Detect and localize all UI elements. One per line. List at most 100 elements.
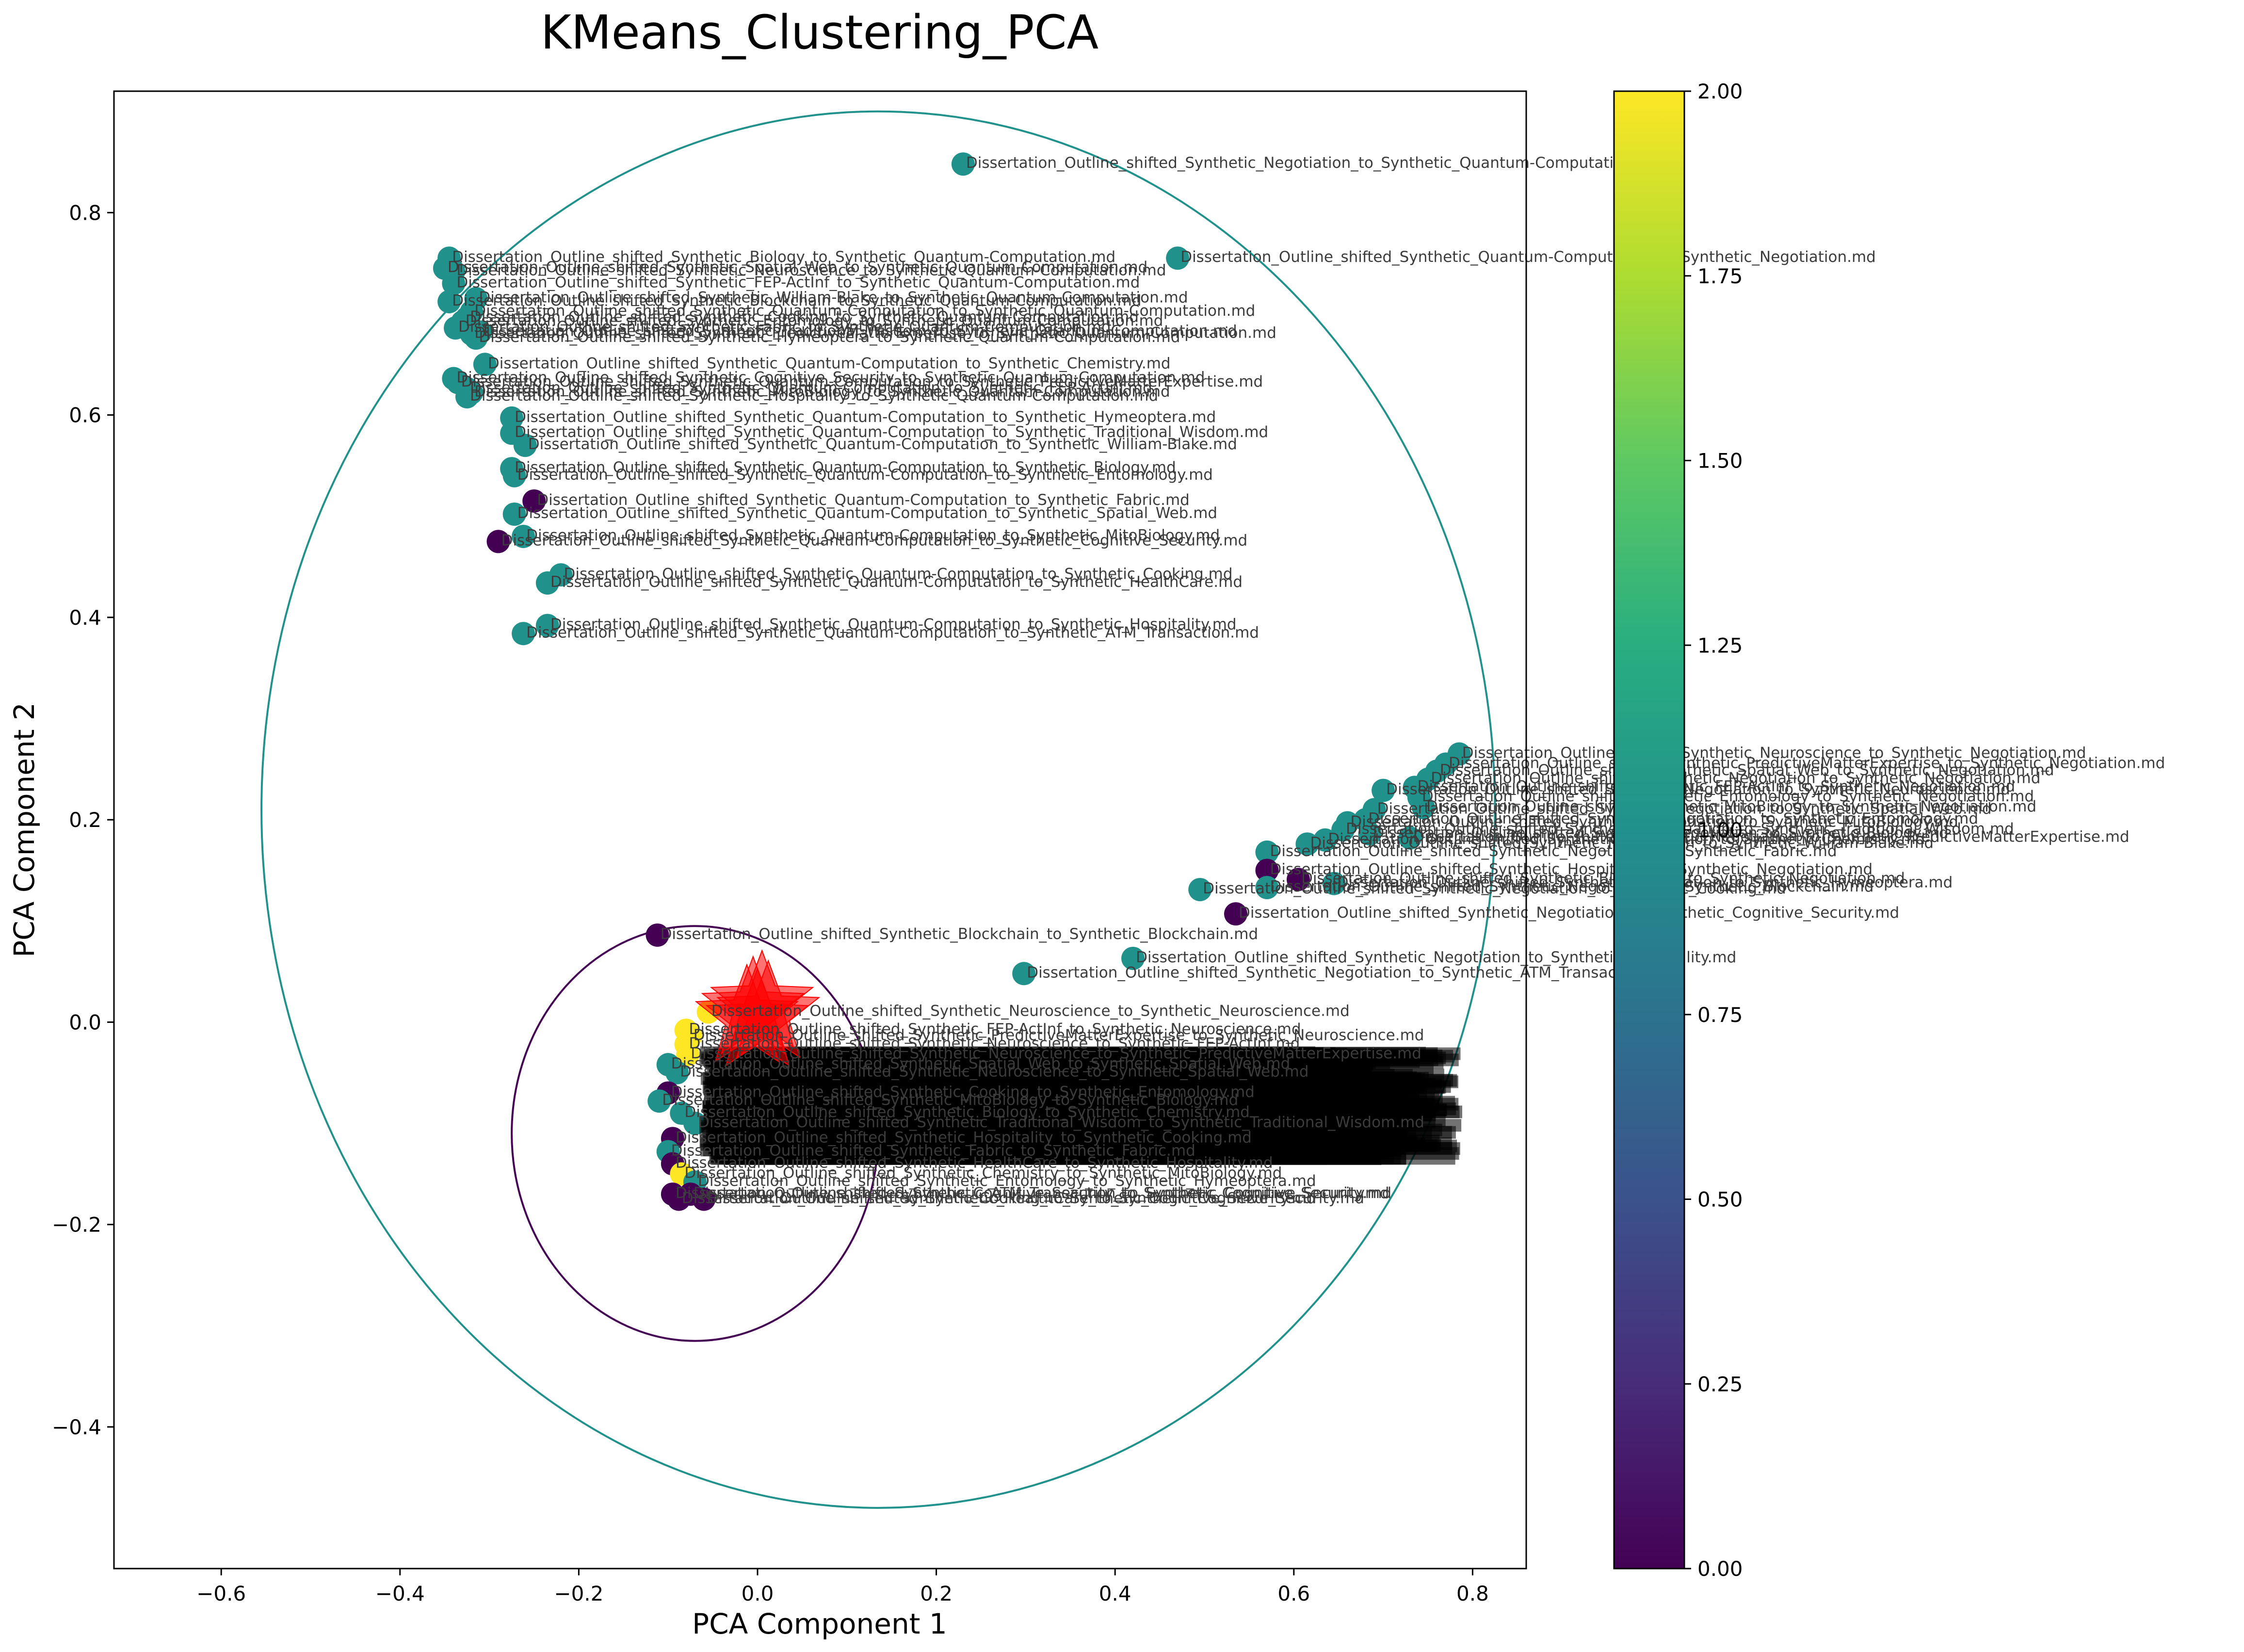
point-label: Dissertation_Outline_shifted_Synthetic_N… xyxy=(456,261,1166,279)
data-point xyxy=(1322,872,1346,895)
colorbar-tick-label: 1.50 xyxy=(1697,449,1743,473)
point-label: Dissertation_Outline_shifted_Synthetic_E… xyxy=(698,1172,1316,1190)
point-label: Dissertation_Outline_shifted_Synthetic_Q… xyxy=(474,302,1255,320)
point-label: Dissertation_Outline_shifted_Synthetic_Q… xyxy=(517,504,1217,522)
data-point xyxy=(646,923,669,947)
point-label: Dissertation_Outline_shifted_Synthetic_H… xyxy=(470,387,1158,405)
point-label: Dissertation_Outline_shifted_Synthetic_Q… xyxy=(488,355,1171,372)
colorbar-gradient xyxy=(1614,91,1684,1569)
colorbar-tick-label: 0.25 xyxy=(1697,1372,1743,1396)
chart-title: KMeans_Clustering_PCA xyxy=(541,5,1098,60)
data-point xyxy=(473,353,497,376)
data-point xyxy=(486,530,510,553)
dense-label-stroke xyxy=(722,1151,1394,1165)
point-label: Dissertation_Outline_shifted_Synthetic_H… xyxy=(676,1129,1252,1146)
y-tick-label: 0.0 xyxy=(69,1010,101,1034)
point-label: Dissertation_Outline_shifted_Synthetic_Q… xyxy=(564,565,1233,583)
point-label: Dissertation_Outline_shifted_Synthetic_B… xyxy=(452,292,1141,309)
y-tick-label: 0.2 xyxy=(69,808,101,832)
point-label: Dissertation_Outline_shifted_Synthetic_B… xyxy=(661,925,1259,943)
point-label: Dissertation_Outline_shifted_Synthetic_Q… xyxy=(461,373,1263,390)
point-label: Dissertation_Outline_shifted_Synthetic_A… xyxy=(694,1184,1391,1202)
colorbar-tick-label: 1.00 xyxy=(1697,818,1743,842)
point-label: Dissertation_Outline_shifted_Synthetic_B… xyxy=(452,248,1115,266)
data-point xyxy=(1295,832,1319,856)
point-label: Dissertation_Outline_shifted_Synthetic_N… xyxy=(1270,842,1837,860)
point-label: Dissertation_Outline_shifted_Synthetic_N… xyxy=(1203,880,1786,897)
point-label: Dissertation_Outline_shifted_Synthetic_Q… xyxy=(526,527,1220,544)
data-point xyxy=(647,1089,671,1113)
data-point xyxy=(692,1187,716,1211)
point-label: Dissertation_Outline_shifted_Synthetic_Q… xyxy=(515,408,1216,426)
x-tick-label: 0.2 xyxy=(920,1582,952,1605)
y-axis-label: PCA Component 2 xyxy=(8,702,41,957)
dense-label-stroke xyxy=(727,1083,1340,1096)
y-tick-label: −0.2 xyxy=(52,1213,101,1237)
data-point xyxy=(1121,946,1145,970)
point-label: Dissertation_Outline_shifted_Synthetic_Q… xyxy=(526,624,1259,641)
data-point xyxy=(512,524,535,548)
point-label: Dissertation_Outline_shifted_Synthetic_N… xyxy=(680,1063,1308,1081)
data-point xyxy=(1313,828,1337,852)
data-point xyxy=(502,464,526,487)
point-label: Dissertation_Outline_shifted_Synthetic_F… xyxy=(456,274,1140,291)
data-point xyxy=(1224,902,1248,926)
point-label: Dissertation_Outline_shifted_Synthetic_N… xyxy=(1386,781,2010,798)
point-label: Dissertation_Outline_shifted_Synthetic_F… xyxy=(1418,777,2016,795)
point-label: Dissertation_Outline_shifted_Synthetic_M… xyxy=(662,1091,1238,1109)
point-label: Dissertation_Outline_shifted_Synthetic_C… xyxy=(682,1190,1316,1207)
point-label: Dissertation_Outline_shifted_Synthetic_Q… xyxy=(550,573,1243,591)
point-label: Dissertation_Outline_shifted_Synthetic_N… xyxy=(1027,964,1674,981)
data-point xyxy=(1398,826,1422,850)
point-labels: Dissertation_Outline_shifted_Synthetic_N… xyxy=(448,154,2165,1207)
point-label: Dissertation_Outline_shifted_Synthetic_T… xyxy=(698,1114,1424,1131)
point-label: Dissertation_Outline_shifted_Synthetic_S… xyxy=(671,1055,1291,1072)
point-label: Dissertation_Outline_shifted_Synthetic_P… xyxy=(474,324,1276,342)
point-label: Dissertation_Outline_shifted_Synthetic_H… xyxy=(1270,860,1873,878)
colorbar-tick-label: 1.75 xyxy=(1697,264,1743,288)
point-label: Dissertation_Outline_shifted_Synthetic_Q… xyxy=(515,459,1176,476)
x-tick-label: 0.8 xyxy=(1456,1582,1489,1605)
data-point xyxy=(464,326,488,350)
point-label: Dissertation_Outline_shifted_Synthetic_Q… xyxy=(528,436,1237,453)
data-point xyxy=(442,272,466,295)
point-label: Dissertation_Outline_shifted_Synthetic_E… xyxy=(466,312,1163,330)
x-tick-label: −0.2 xyxy=(554,1582,603,1605)
x-tick-label: 0.6 xyxy=(1277,1582,1310,1605)
data-point xyxy=(455,385,479,409)
point-label: Dissertation_Outline_shifted_Synthetic_C… xyxy=(676,1184,1389,1202)
data-point xyxy=(437,290,461,313)
point-label: Dissertation_Outline_shifted_Synthetic_N… xyxy=(1413,828,2129,846)
data-point xyxy=(513,434,537,457)
data-point xyxy=(1255,875,1279,899)
point-label: Dissertation_Outline_shifted_Synthetic_S… xyxy=(1440,761,2054,779)
point-label: Dissertation_Outline_shifted_Synthetic_Q… xyxy=(1180,248,1876,266)
point-label: Dissertation_Outline_shifted_Synthetic_Q… xyxy=(550,616,1237,633)
point-label: Dissertation_Outline_shifted_Synthetic_H… xyxy=(676,1154,1273,1171)
point-label: Dissertation_Outline_shifted_Synthetic_W… xyxy=(479,289,1188,307)
point-label: Dissertation_Outline_shifted_Synthetic_C… xyxy=(456,369,1205,387)
point-label: Dissertation_Outline_shifted_Synthetic_F… xyxy=(671,1142,1195,1159)
dense-label-stroke xyxy=(706,1055,1420,1068)
point-label: Dissertation_Outline_shifted_Synthetic_C… xyxy=(470,308,1139,325)
data-point xyxy=(951,152,975,176)
data-point xyxy=(1331,818,1355,842)
point-label: Dissertation_Outline_shifted_Synthetic_N… xyxy=(1239,904,1899,922)
colorbar-tick-label: 2.00 xyxy=(1697,80,1743,103)
point-label: Dissertation_Outline_shifted_Synthetic_H… xyxy=(479,328,1180,346)
data-point xyxy=(522,489,546,513)
x-tick-label: 0.0 xyxy=(742,1582,774,1605)
colorbar: 0.00 0.25 0.50 0.75 1.00 1.25 1.50 1.75 2.00 xyxy=(1613,80,1743,1581)
colorbar-tick-label: 0.00 xyxy=(1697,1557,1743,1581)
x-tick-label: −0.6 xyxy=(196,1582,246,1605)
point-label: Dissertation_Outline_shifted_Synthetic_B… xyxy=(1301,870,1905,887)
point-label: Dissertation_Outline_shifted_Synthetic_Q… xyxy=(470,379,1152,396)
data-point xyxy=(1358,822,1382,846)
overlapping-label-mass xyxy=(699,1046,1463,1166)
point-label: Dissertation_Outline_shifted_Synthetic_H… xyxy=(707,1190,1364,1207)
point-label: Dissertation_Outline_shifted_Synthetic_M… xyxy=(474,383,1170,401)
point-label: Dissertation_Outline_shifted_Synthetic_Q… xyxy=(537,491,1190,509)
colorbar-tick-label: 0.50 xyxy=(1697,1188,1743,1212)
